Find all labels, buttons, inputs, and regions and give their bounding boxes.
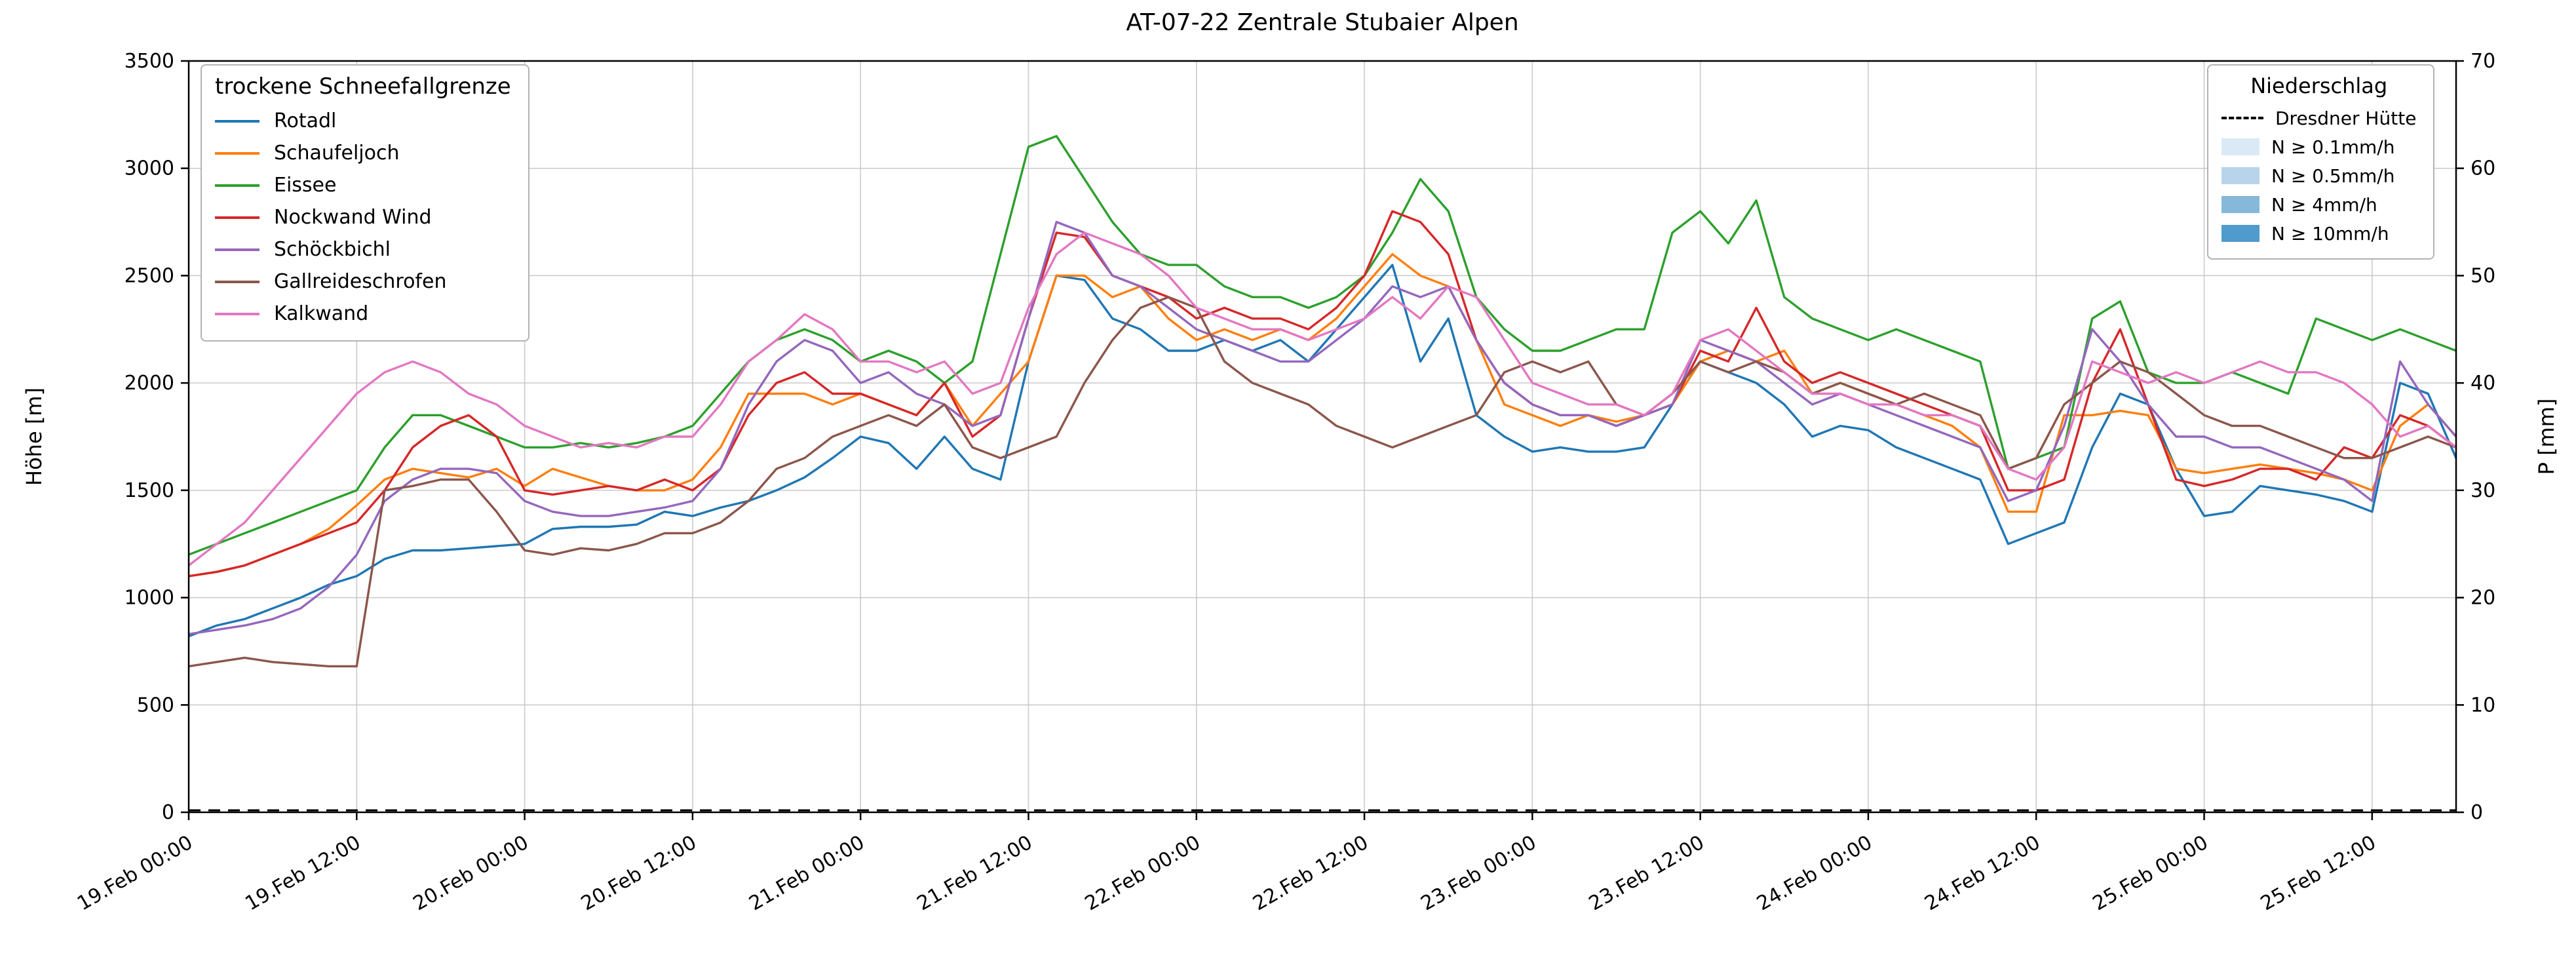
series-line-gallreideschrofen (189, 296, 2456, 667)
y-left-tick-label: 500 (137, 694, 174, 717)
precip-legend: Niederschlag Dresdner Hütte N ≥ 0.1mm/h N… (2207, 64, 2435, 260)
x-tick-label: 21.Feb 12:00 (913, 831, 1037, 916)
snowline-legend: trockene Schneefallgrenze Rotadl Schaufel… (201, 64, 529, 342)
y-left-tick-label: 1500 (125, 479, 174, 502)
series-line-sch-ckbichl (189, 220, 2456, 635)
x-tick-label: 23.Feb 12:00 (1585, 831, 1708, 916)
legend-entry-label: N ≥ 0.1mm/h (2271, 136, 2395, 158)
plot-frame (187, 60, 2457, 814)
x-tick-label: 24.Feb 00:00 (1753, 831, 1876, 916)
legend-entry-label: N ≥ 10mm/h (2271, 222, 2389, 245)
legend-entry-nockwand-wind: Nockwand Wind (215, 201, 511, 233)
x-tick-label: 19.Feb 12:00 (241, 831, 364, 916)
legend-entry-n-0-5mm-h: N ≥ 0.5mm/h (2221, 161, 2416, 190)
line-swatch (215, 151, 260, 155)
legend-entry-kalkwand: Kalkwand (215, 298, 511, 330)
snowline-legend-title: trockene Schneefallgrenze (215, 73, 511, 100)
line-swatch (215, 280, 260, 283)
line-swatch (215, 312, 260, 315)
y-right-tick-label: 20 (2470, 587, 2495, 610)
legend-entry-schaufeljoch: Schaufeljoch (215, 137, 511, 169)
legend-entry-label: Dresdner Hütte (2275, 107, 2417, 129)
legend-entry-label: Eissee (274, 174, 337, 197)
y-left-tick-label: 3500 (125, 50, 174, 73)
legend-entry-n-4mm-h: N ≥ 4mm/h (2221, 190, 2416, 219)
legend-entry-n-0-1mm-h: N ≥ 0.1mm/h (2221, 132, 2416, 161)
y-axis-label-left: Höhe [m] (22, 387, 47, 486)
y-left-tick-label: 3000 (125, 157, 174, 180)
legend-entry-sch-ckbichl: Schöckbichl (215, 233, 511, 266)
series-line-eissee (189, 134, 2456, 556)
intensity-patch-swatch (2221, 196, 2259, 213)
legend-entry-label: N ≥ 0.5mm/h (2271, 165, 2395, 187)
x-tick-label: 20.Feb 00:00 (410, 831, 533, 916)
y-right-tick-label: 50 (2470, 264, 2495, 287)
line-swatch (215, 119, 260, 123)
legend-entry-gallreideschrofen: Gallreideschrofen (215, 266, 511, 298)
y-right-tick-label: 30 (2470, 479, 2495, 502)
y-left-tick-label: 2500 (125, 264, 174, 287)
legend-entry-label: N ≥ 4mm/h (2271, 193, 2377, 216)
line-swatch (215, 248, 260, 251)
y-right-tick-label: 40 (2470, 372, 2495, 395)
x-tick-label: 22.Feb 12:00 (1249, 831, 1372, 916)
legend-entry-label: Gallreideschrofen (274, 270, 447, 293)
y-right-tick-label: 70 (2470, 50, 2495, 73)
precip-legend-title: Niederschlag (2250, 73, 2388, 98)
legend-entry-label: Schaufeljoch (274, 142, 400, 165)
precip-legend-entries: N ≥ 0.1mm/h N ≥ 0.5mm/h N ≥ 4mm/h N ≥ 10mm/… (2221, 132, 2416, 248)
y-right-tick-label: 0 (2470, 801, 2483, 824)
x-tick-label: 19.Feb 00:00 (73, 831, 197, 916)
series-line-kalkwand (189, 231, 2456, 567)
x-tick-label: 22.Feb 00:00 (1081, 831, 1204, 916)
legend-entry-label: Kalkwand (274, 302, 369, 325)
legend-entry-n-10mm-h: N ≥ 10mm/h (2221, 219, 2416, 248)
legend-entry-eissee: Eissee (215, 169, 511, 201)
y-left-tick-label: 0 (162, 801, 174, 824)
intensity-patch-swatch (2221, 138, 2259, 155)
legend-entry-label: Rotadl (274, 109, 337, 132)
chart-title: AT-07-22 Zentrale Stubaier Alpen (1126, 9, 1519, 36)
intensity-patch-swatch (2221, 167, 2259, 184)
x-tick-label: 20.Feb 12:00 (577, 831, 701, 916)
y-left-tick-label: 2000 (125, 372, 174, 395)
series-line-nockwand-wind (189, 210, 2456, 578)
legend-entry-rotadl: Rotadl (215, 105, 511, 137)
y-right-tick-label: 60 (2470, 157, 2495, 180)
intensity-patch-swatch (2221, 225, 2259, 242)
y-axis-label-right: P [mm] (2534, 398, 2559, 475)
dashed-line-swatch (2221, 117, 2263, 119)
x-tick-label: 24.Feb 12:00 (1921, 831, 2044, 916)
snowline-legend-entries: Rotadl Schaufeljoch Eissee Nockwand Wind Sch… (215, 105, 511, 330)
y-left-tick-label: 1000 (125, 587, 174, 610)
line-swatch (215, 216, 260, 219)
x-tick-label: 25.Feb 12:00 (2257, 831, 2380, 916)
x-tick-label: 23.Feb 00:00 (1417, 831, 1540, 916)
series-line-schaufeljoch (189, 253, 2456, 578)
legend-entry-label: Schöckbichl (274, 238, 391, 261)
legend-entry-label: Nockwand Wind (274, 206, 432, 229)
line-swatch (215, 184, 260, 187)
tick-marks (181, 60, 2464, 820)
legend-entry-dresdner-huette: Dresdner Hütte (2221, 104, 2416, 132)
x-tick-label: 25.Feb 00:00 (2089, 831, 2212, 916)
y-right-tick-label: 10 (2470, 694, 2495, 717)
x-tick-label: 21.Feb 00:00 (745, 831, 868, 916)
series-line-rotadl (189, 264, 2456, 638)
